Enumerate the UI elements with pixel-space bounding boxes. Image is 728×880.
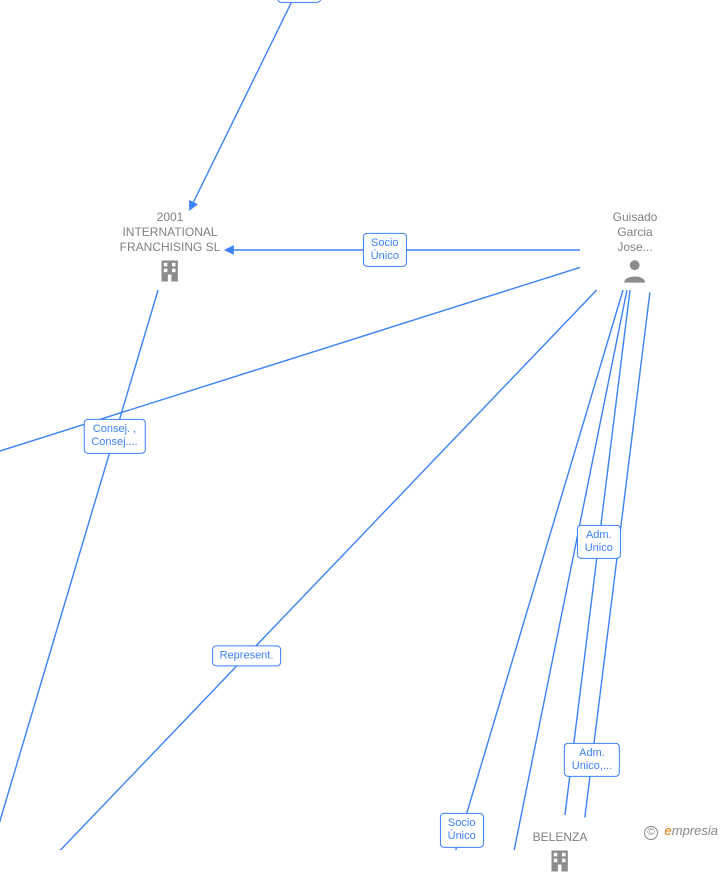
edge-label: Socio Único bbox=[363, 233, 407, 267]
diagram-canvas: 2001 INTERNATIONAL FRANCHISING SL Guisad… bbox=[0, 0, 728, 850]
edge-label: Adm. Unico bbox=[577, 525, 621, 559]
watermark-text: mpresia bbox=[672, 823, 718, 838]
edge-label: Represent. bbox=[212, 645, 282, 666]
edge-label: Socio Único bbox=[440, 813, 484, 847]
building-icon bbox=[546, 847, 574, 880]
edge bbox=[0, 290, 597, 850]
edge-label: Adm. Unico,... bbox=[564, 743, 620, 777]
watermark: © empresia bbox=[644, 823, 718, 840]
edge-label: Adm. Solid. bbox=[278, 0, 322, 3]
edge bbox=[0, 290, 158, 850]
edge-label: Consej. , Consej.... bbox=[83, 419, 145, 453]
watermark-accent: e bbox=[665, 823, 672, 838]
edge bbox=[190, 0, 322, 210]
copyright-icon: © bbox=[644, 826, 658, 840]
